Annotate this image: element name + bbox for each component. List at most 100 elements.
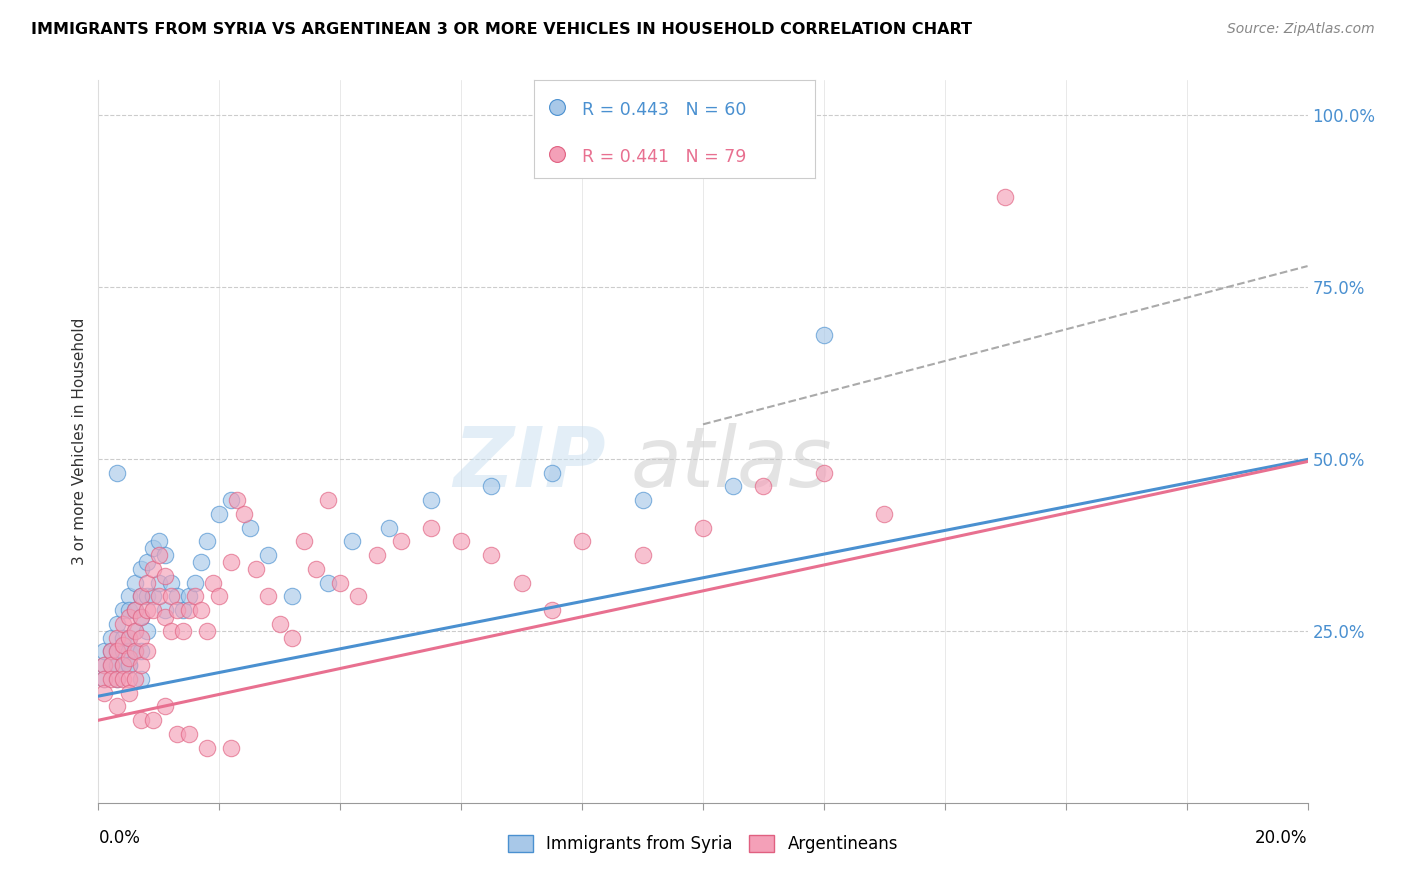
Point bbox=[118, 658, 141, 673]
Point bbox=[540, 466, 562, 480]
Point bbox=[105, 672, 128, 686]
Point bbox=[813, 466, 835, 480]
Point bbox=[153, 610, 176, 624]
Point bbox=[129, 672, 152, 686]
Point bbox=[510, 575, 533, 590]
Point bbox=[226, 493, 249, 508]
Point bbox=[179, 727, 201, 741]
Point bbox=[124, 672, 146, 686]
Point bbox=[221, 555, 243, 569]
Point bbox=[100, 644, 122, 658]
Point bbox=[129, 713, 152, 727]
Point bbox=[208, 507, 231, 521]
Point bbox=[105, 631, 128, 645]
Point bbox=[105, 466, 128, 480]
Point bbox=[93, 672, 115, 686]
Point bbox=[179, 590, 201, 604]
Point bbox=[172, 603, 194, 617]
Point bbox=[305, 562, 328, 576]
Point bbox=[135, 575, 157, 590]
Point bbox=[124, 603, 146, 617]
Point bbox=[111, 631, 134, 645]
Point bbox=[129, 658, 152, 673]
Point bbox=[124, 644, 146, 658]
Point bbox=[752, 479, 775, 493]
Point bbox=[316, 575, 339, 590]
Point bbox=[153, 603, 176, 617]
Text: R = 0.443   N = 60: R = 0.443 N = 60 bbox=[582, 101, 747, 119]
Point bbox=[142, 590, 165, 604]
Point bbox=[347, 590, 370, 604]
Point bbox=[93, 658, 115, 673]
Point bbox=[450, 534, 472, 549]
Point bbox=[118, 603, 141, 617]
Text: Source: ZipAtlas.com: Source: ZipAtlas.com bbox=[1227, 22, 1375, 37]
Point bbox=[148, 534, 170, 549]
Text: ZIP: ZIP bbox=[454, 423, 606, 504]
Point bbox=[179, 603, 201, 617]
Point bbox=[148, 575, 170, 590]
Point bbox=[118, 631, 141, 645]
Point bbox=[202, 575, 225, 590]
Point bbox=[723, 479, 745, 493]
Point bbox=[100, 631, 122, 645]
Point bbox=[135, 644, 157, 658]
Point bbox=[153, 568, 176, 582]
Point bbox=[342, 534, 364, 549]
Text: 0.0%: 0.0% bbox=[98, 829, 141, 847]
Point bbox=[366, 548, 388, 562]
Point bbox=[281, 631, 304, 645]
Point bbox=[129, 610, 152, 624]
Point bbox=[190, 555, 212, 569]
Point bbox=[142, 603, 165, 617]
Point bbox=[208, 590, 231, 604]
Point bbox=[692, 520, 714, 534]
Legend: Immigrants from Syria, Argentineans: Immigrants from Syria, Argentineans bbox=[501, 828, 905, 860]
Y-axis label: 3 or more Vehicles in Household: 3 or more Vehicles in Household bbox=[72, 318, 87, 566]
Point bbox=[118, 644, 141, 658]
Point bbox=[142, 562, 165, 576]
Point bbox=[135, 555, 157, 569]
Point bbox=[256, 590, 278, 604]
Point bbox=[160, 575, 183, 590]
Point bbox=[105, 644, 128, 658]
Point bbox=[316, 493, 339, 508]
Point bbox=[571, 534, 593, 549]
Point bbox=[166, 590, 188, 604]
Point bbox=[118, 631, 141, 645]
Point bbox=[135, 603, 157, 617]
Point bbox=[111, 658, 134, 673]
Point bbox=[135, 624, 157, 638]
Point bbox=[195, 534, 218, 549]
Point bbox=[111, 644, 134, 658]
Point bbox=[111, 638, 134, 652]
Point bbox=[129, 562, 152, 576]
Point bbox=[184, 575, 207, 590]
Point bbox=[118, 590, 141, 604]
Point bbox=[195, 624, 218, 638]
Point bbox=[118, 658, 141, 673]
Point bbox=[93, 658, 115, 673]
Text: atlas: atlas bbox=[630, 423, 832, 504]
Point bbox=[377, 520, 399, 534]
Point bbox=[105, 616, 128, 631]
Point bbox=[129, 590, 152, 604]
Point bbox=[129, 631, 152, 645]
Point bbox=[190, 603, 212, 617]
Point bbox=[281, 590, 304, 604]
Point bbox=[172, 624, 194, 638]
Point bbox=[221, 740, 243, 755]
Point bbox=[245, 562, 267, 576]
Point bbox=[389, 534, 412, 549]
Point bbox=[105, 699, 128, 714]
Point bbox=[118, 672, 141, 686]
Point bbox=[292, 534, 315, 549]
Point bbox=[129, 590, 152, 604]
Point bbox=[221, 493, 243, 508]
Point bbox=[111, 616, 134, 631]
Point bbox=[111, 603, 134, 617]
Point bbox=[124, 624, 146, 638]
Point bbox=[166, 603, 188, 617]
Text: R = 0.441   N = 79: R = 0.441 N = 79 bbox=[582, 148, 747, 166]
Point bbox=[160, 624, 183, 638]
